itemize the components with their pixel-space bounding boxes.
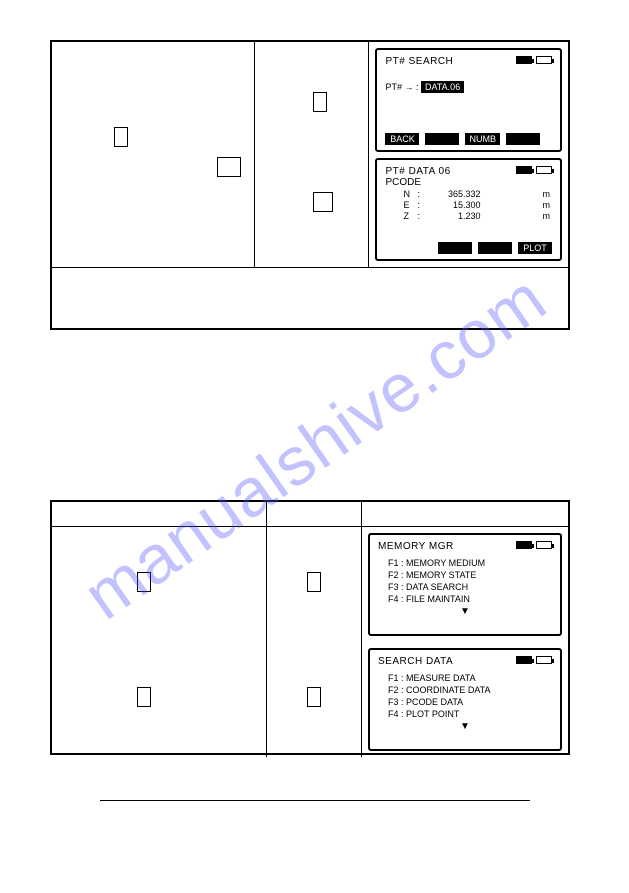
menu-item[interactable]: F4 : PLOT POINT: [388, 709, 552, 719]
prompt-label: PT# → :: [385, 82, 418, 92]
footer-rule: [100, 800, 530, 801]
status-icons: [516, 541, 552, 551]
upper-left-cell: [52, 42, 255, 267]
more-indicator: ▼: [378, 721, 552, 732]
plot-button[interactable]: PLOT: [518, 242, 552, 254]
box-placeholder: [217, 157, 241, 177]
status-icons: [516, 166, 552, 176]
box-placeholder: [307, 687, 321, 707]
blank-button[interactable]: [478, 242, 512, 254]
upper-bottom-cell: [52, 267, 568, 330]
coord-row: Z:1.230m: [403, 211, 552, 221]
coord-row: E:15.300m: [403, 200, 552, 210]
screen-search-data: SEARCH DATA F1 : MEASURE DATA F2 : COORD…: [368, 648, 562, 751]
prompt-value[interactable]: DATA.06: [421, 81, 464, 93]
screen-line2: PCODE: [385, 177, 552, 188]
blank-button[interactable]: [438, 242, 472, 254]
lower-table: MEMORY MGR F1 : MEMORY MEDIUM F2 : MEMOR…: [50, 500, 570, 755]
screen-pt-data: PT# DATA 06 PCODE N:365.332m E:15.300m Z…: [375, 158, 562, 262]
box-placeholder: [313, 192, 333, 212]
box-placeholder: [313, 92, 327, 112]
upper-right-cell: PT# SEARCH PT# → : DATA.06 BACK NUMB: [369, 42, 568, 267]
box-placeholder: [137, 687, 151, 707]
status-icons: [516, 56, 552, 66]
blank-button[interactable]: [425, 133, 459, 145]
menu-item[interactable]: F4 : FILE MAINTAIN: [388, 594, 552, 604]
table-row: SEARCH DATA F1 : MEASURE DATA F2 : COORD…: [52, 642, 568, 757]
more-indicator: ▼: [378, 606, 552, 617]
menu-item[interactable]: F2 : COORDINATE DATA: [388, 685, 552, 695]
upper-table: PT# SEARCH PT# → : DATA.06 BACK NUMB: [50, 40, 570, 330]
coord-row: N:365.332m: [403, 189, 552, 199]
blank-button[interactable]: [506, 133, 540, 145]
box-placeholder: [307, 572, 321, 592]
menu-item[interactable]: F3 : PCODE DATA: [388, 697, 552, 707]
menu-item[interactable]: F2 : MEMORY STATE: [388, 570, 552, 580]
menu-item[interactable]: F1 : MEMORY MEDIUM: [388, 558, 552, 568]
back-button[interactable]: BACK: [385, 133, 419, 145]
menu-item[interactable]: F3 : DATA SEARCH: [388, 582, 552, 592]
screen-pt-search: PT# SEARCH PT# → : DATA.06 BACK NUMB: [375, 48, 562, 152]
upper-mid-cell: [255, 42, 369, 267]
status-icons: [516, 656, 552, 666]
numb-button[interactable]: NUMB: [465, 133, 500, 145]
box-placeholder: [137, 572, 151, 592]
table-row: MEMORY MGR F1 : MEMORY MEDIUM F2 : MEMOR…: [52, 527, 568, 642]
screen-memory-mgr: MEMORY MGR F1 : MEMORY MEDIUM F2 : MEMOR…: [368, 533, 562, 636]
table-header: [52, 502, 568, 527]
box-placeholder: [114, 127, 128, 147]
menu-item[interactable]: F1 : MEASURE DATA: [388, 673, 552, 683]
